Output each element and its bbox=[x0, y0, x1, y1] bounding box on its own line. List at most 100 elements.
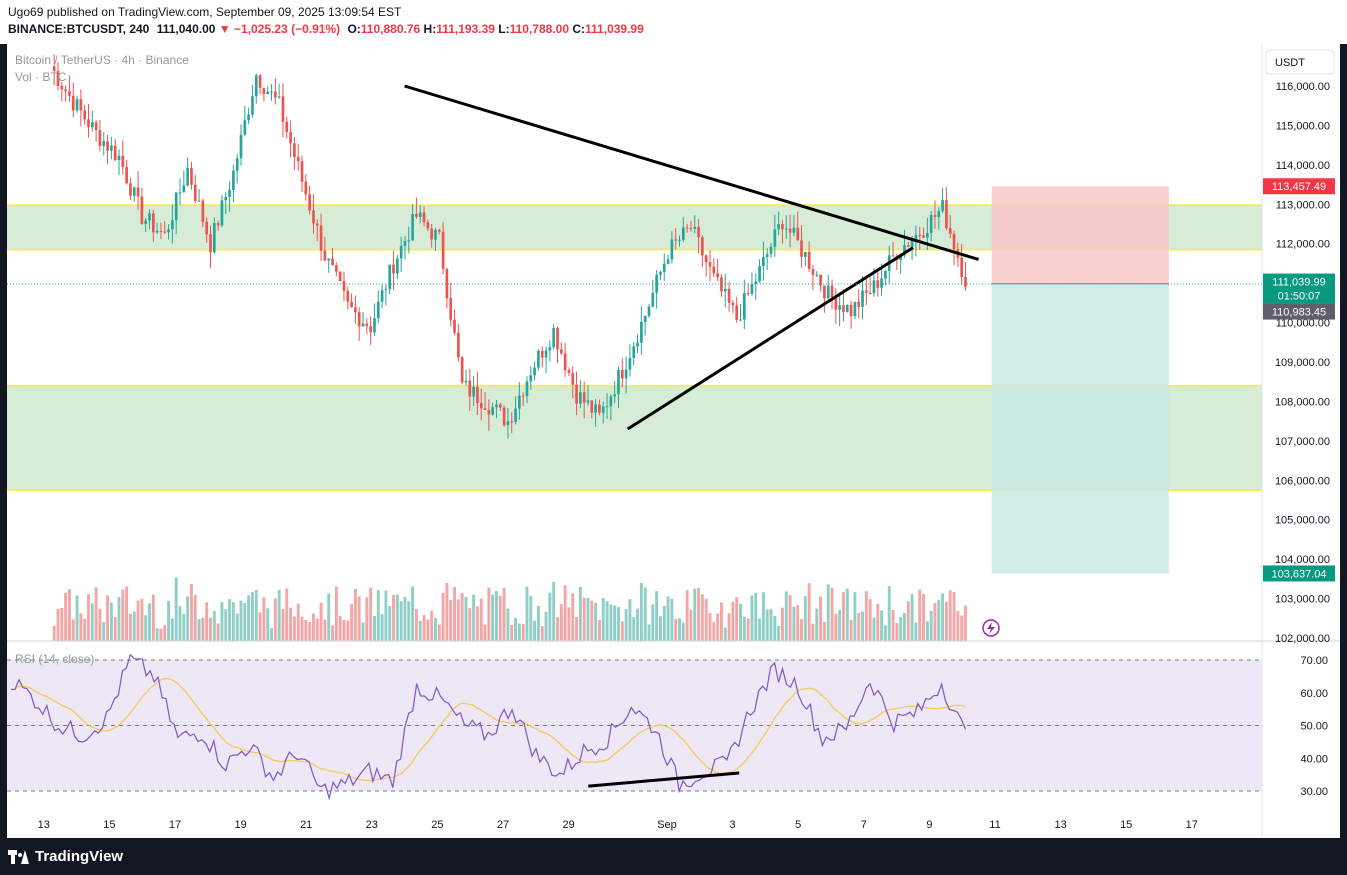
candle-body[interactable] bbox=[731, 302, 735, 306]
candle-body[interactable] bbox=[922, 235, 925, 238]
candle-body[interactable] bbox=[178, 192, 182, 194]
candle-body[interactable] bbox=[228, 189, 231, 198]
candle-body[interactable] bbox=[815, 274, 819, 276]
candle-body[interactable] bbox=[868, 292, 872, 294]
candle-body[interactable] bbox=[918, 234, 922, 236]
candle-body[interactable] bbox=[861, 290, 864, 307]
candle-body[interactable] bbox=[182, 185, 186, 193]
candle-body[interactable] bbox=[79, 99, 83, 111]
candle-body[interactable] bbox=[792, 227, 796, 233]
candle-body[interactable] bbox=[315, 223, 319, 226]
candle-body[interactable] bbox=[891, 255, 895, 257]
candle-body[interactable] bbox=[765, 254, 769, 257]
candle-body[interactable] bbox=[769, 246, 773, 255]
candle-body[interactable] bbox=[712, 266, 716, 274]
stop-loss-zone[interactable] bbox=[991, 186, 1169, 284]
candle-body[interactable] bbox=[617, 369, 620, 395]
candle-body[interactable] bbox=[460, 357, 464, 383]
tradingview-logo[interactable]: TradingView bbox=[8, 848, 123, 865]
candle-body[interactable] bbox=[308, 194, 311, 211]
candle-body[interactable] bbox=[750, 283, 754, 294]
candle-body[interactable] bbox=[632, 346, 636, 358]
candle-body[interactable] bbox=[704, 255, 708, 263]
currency-selector[interactable]: USDT bbox=[1265, 49, 1335, 75]
candle-body[interactable] bbox=[205, 221, 209, 235]
candle-body[interactable] bbox=[380, 290, 384, 302]
candle-body[interactable] bbox=[506, 421, 510, 426]
candle-body[interactable] bbox=[273, 91, 277, 98]
candle-body[interactable] bbox=[567, 370, 571, 373]
candle-body[interactable] bbox=[403, 240, 407, 246]
candle-body[interactable] bbox=[533, 367, 536, 376]
candle-body[interactable] bbox=[167, 229, 170, 233]
candle-body[interactable] bbox=[491, 407, 495, 415]
candle-body[interactable] bbox=[281, 96, 285, 122]
candle-body[interactable] bbox=[777, 224, 780, 230]
candle-body[interactable] bbox=[762, 256, 765, 267]
candle-body[interactable] bbox=[884, 271, 887, 279]
candle-body[interactable] bbox=[498, 404, 502, 408]
candle-body[interactable] bbox=[796, 227, 800, 241]
candle-body[interactable] bbox=[487, 410, 491, 415]
candle-body[interactable] bbox=[373, 318, 376, 333]
candle-body[interactable] bbox=[418, 212, 422, 218]
candle-body[interactable] bbox=[678, 239, 681, 241]
candle-body[interactable] bbox=[529, 375, 533, 382]
candle-body[interactable] bbox=[258, 75, 262, 88]
candle-body[interactable] bbox=[537, 350, 540, 368]
candle-body[interactable] bbox=[159, 230, 163, 232]
candle-body[interactable] bbox=[163, 231, 167, 233]
candle-body[interactable] bbox=[262, 87, 266, 94]
candle-body[interactable] bbox=[952, 233, 956, 250]
candle-body[interactable] bbox=[331, 258, 334, 266]
candle-body[interactable] bbox=[52, 66, 56, 71]
candle-body[interactable] bbox=[842, 305, 845, 312]
candle-body[interactable] bbox=[186, 167, 189, 186]
candle-body[interactable] bbox=[563, 353, 567, 371]
candle-body[interactable] bbox=[723, 288, 727, 292]
candle-body[interactable] bbox=[521, 395, 525, 397]
candle-body[interactable] bbox=[251, 96, 254, 115]
candle-body[interactable] bbox=[575, 384, 578, 404]
flash-icon[interactable] bbox=[982, 619, 1000, 637]
candle-body[interactable] bbox=[426, 222, 430, 229]
candle-body[interactable] bbox=[781, 224, 784, 230]
candle-body[interactable] bbox=[670, 239, 674, 260]
chart-canvas[interactable]: 116,000.00 115,000.00 114,000.00 113,000.00… bbox=[0, 44, 1347, 838]
candle-body[interactable] bbox=[144, 220, 148, 224]
candle-body[interactable] bbox=[662, 263, 666, 273]
candle-body[interactable] bbox=[800, 240, 803, 257]
candle-body[interactable] bbox=[369, 326, 372, 333]
candle-body[interactable] bbox=[327, 258, 331, 261]
candle-body[interactable] bbox=[929, 215, 933, 234]
candle-body[interactable] bbox=[556, 327, 559, 350]
candle-body[interactable] bbox=[464, 380, 468, 383]
candle-body[interactable] bbox=[681, 227, 685, 240]
candle-body[interactable] bbox=[90, 122, 94, 128]
candle-body[interactable] bbox=[853, 301, 857, 317]
candle-body[interactable] bbox=[117, 155, 121, 161]
candle-body[interactable] bbox=[926, 233, 929, 238]
candle-body[interactable] bbox=[655, 274, 658, 293]
candle-body[interactable] bbox=[56, 70, 60, 86]
candle-body[interactable] bbox=[140, 196, 144, 224]
candle-body[interactable] bbox=[75, 99, 79, 111]
candle-body[interactable] bbox=[803, 251, 807, 257]
candle-body[interactable] bbox=[357, 312, 361, 327]
candle-body[interactable] bbox=[254, 75, 258, 97]
candle-body[interactable] bbox=[110, 145, 113, 151]
candle-body[interactable] bbox=[746, 293, 750, 295]
candle-body[interactable] bbox=[171, 220, 174, 230]
candle-body[interactable] bbox=[472, 386, 475, 397]
candle-body[interactable] bbox=[151, 213, 155, 233]
candle-body[interactable] bbox=[445, 268, 449, 299]
candle-body[interactable] bbox=[685, 227, 689, 229]
take-profit-zone[interactable] bbox=[991, 283, 1169, 574]
candle-body[interactable] bbox=[697, 226, 700, 238]
candle-body[interactable] bbox=[735, 305, 739, 320]
candle-body[interactable] bbox=[132, 187, 136, 196]
candle-body[interactable] bbox=[296, 156, 300, 162]
candle-body[interactable] bbox=[300, 161, 304, 182]
rsi-divergence-line[interactable] bbox=[588, 771, 740, 788]
candle-body[interactable] bbox=[323, 250, 327, 261]
